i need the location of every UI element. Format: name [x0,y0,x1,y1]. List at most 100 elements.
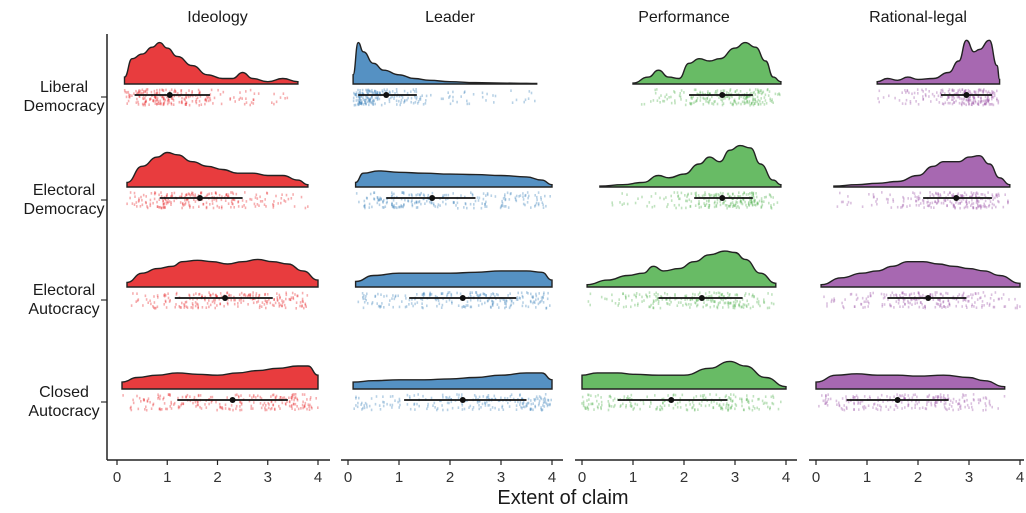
rain-point [582,402,585,406]
rain-point [734,395,737,399]
row-label-line1: Liberal [40,79,88,96]
rain-point [743,97,746,101]
rain-point [281,299,283,302]
rain-point [204,102,206,106]
rain-point [598,402,600,406]
rain-point [485,205,488,208]
rain-point [144,100,147,103]
rain-point [395,202,398,205]
rain-point [378,198,381,201]
rain-point [162,200,164,203]
rain-point [654,91,657,95]
rain-point [152,100,155,103]
rain-point [152,305,154,308]
rain-point [152,99,155,102]
rain-point [727,301,730,304]
rain-point [980,204,982,208]
rain-point [279,396,282,399]
rain-point [469,298,472,302]
rain-point [731,201,734,204]
rain-point [197,393,200,397]
rain-point [971,103,973,107]
rain-point [668,298,671,302]
rain-point [748,101,750,105]
rain-point [248,399,251,403]
rain-point [916,301,918,305]
rain-point [697,293,700,296]
rain-point [146,399,149,402]
rain-point [461,404,464,407]
rain-point [162,203,165,206]
rain-point [497,293,499,297]
rain-point [952,95,954,98]
rain-point [146,91,148,94]
rain-point [746,400,749,404]
median-point [668,397,675,403]
rain-point [252,98,255,102]
rain-point [281,193,283,196]
rain-point [126,102,128,105]
rain-point [194,304,197,308]
rain-point [508,198,511,201]
rain-point [665,196,667,199]
rain-point [961,195,963,199]
rain-point [448,298,451,302]
rain-point [591,402,594,406]
rain-point [232,192,235,196]
rain-point [184,199,186,202]
rain-point [752,293,754,297]
rain-point [377,196,379,200]
rain-point [756,297,759,301]
rain-point [849,293,852,296]
rain-point [914,298,916,302]
rain-point [979,88,982,92]
rain-point [690,96,692,100]
rain-point [477,304,480,307]
rain-point [902,203,905,207]
rain-point [521,304,524,308]
rain-point [587,403,590,406]
rain-point [423,291,425,295]
rain-point [707,206,710,209]
rain-point [626,202,629,206]
rain-point [947,394,949,397]
rain-point [725,95,728,98]
rain-point [216,204,219,208]
rain-point [138,396,141,400]
rain-point [250,198,253,201]
rain-point [373,99,375,103]
rain-point [922,201,925,205]
rain-point [704,191,706,194]
rain-point [385,294,388,298]
rain-point [656,405,659,409]
rain-point [725,404,728,407]
rain-point [182,204,185,207]
rain-point [921,302,923,306]
rain-point [434,297,437,301]
rain-point [741,400,743,404]
rain-point [485,194,487,197]
rain-point [763,96,766,99]
rain-point [661,298,664,301]
rain-point [634,303,636,307]
rain-point [694,100,697,103]
rain-point [170,96,173,100]
rain-point [143,102,146,106]
rain-point [853,408,855,411]
rain-point [391,203,393,206]
rain-point [138,197,140,200]
rain-point [231,191,234,194]
rain-point [206,302,209,305]
rain-point [277,202,279,205]
rain-point [919,191,922,195]
rain-point [756,300,758,304]
rain-point [721,406,723,410]
rain-point [937,395,939,399]
x-tick-label: 3 [965,469,973,486]
rain-point [228,294,230,298]
rain-point [422,292,425,296]
rain-point [852,395,854,398]
rain-point [692,292,694,296]
x-axis-title: Extent of claim [497,487,628,509]
rain-point [131,202,134,205]
